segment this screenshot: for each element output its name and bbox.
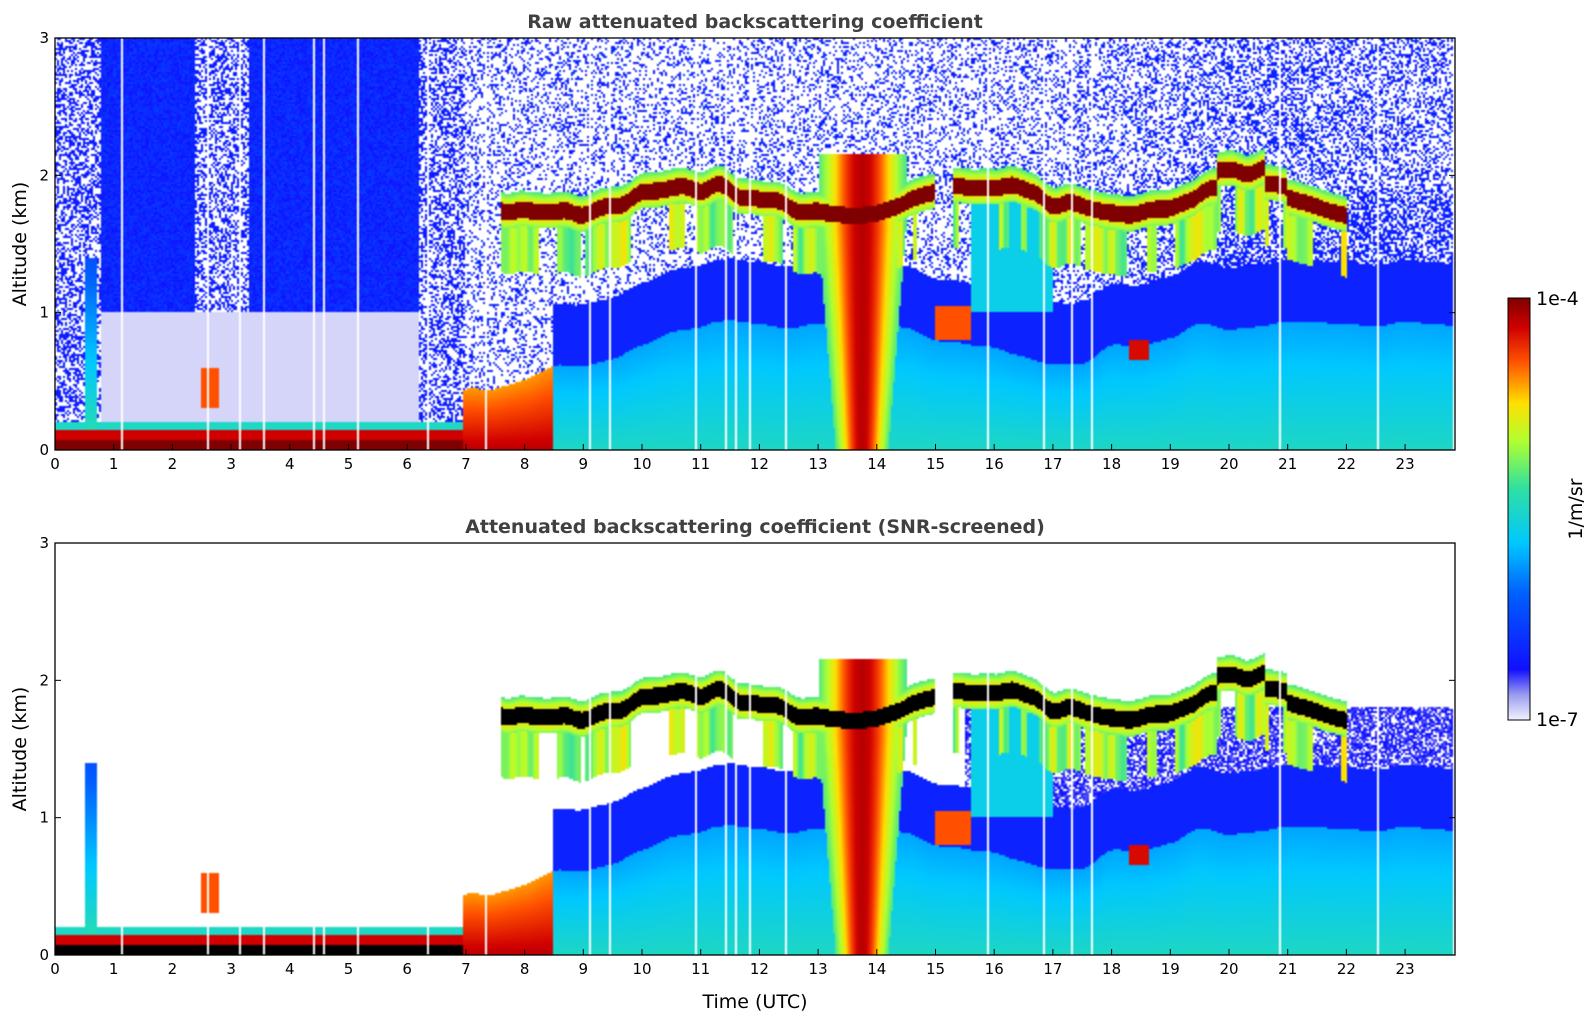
screened-axes: 0 1 2 3 4 5 6 7 8 9 10 11 12 13 14 15 16 17 18 19 20 21 22 2301… [39,534,1455,978]
raw-axes: 0 1 2 3 4 5 6 7 8 9 10 11 12 13 14 15 16 17 18 19 20 21 22 2301… [39,29,1455,473]
x-tick-label: 20 [1219,455,1238,473]
colorbar-unit-label: 1/m/sr [1565,478,1587,539]
x-tick-label: 2 [168,960,178,978]
raw-heatmap [55,38,1455,450]
screened-panel-title: Attenuated backscattering coefficient (S… [465,516,1045,538]
x-tick-label: 0 [50,960,60,978]
x-tick-label: 14 [867,960,886,978]
x-tick-label: 13 [809,455,828,473]
raw-panel-title: Raw attenuated backscattering coefficien… [527,11,983,33]
y-tick-label: 0 [39,946,49,964]
x-tick-label: 16 [985,960,1004,978]
colorbar: 1e-4 1e-7 1/m/sr [1507,288,1587,731]
x-tick-label: 3 [226,960,236,978]
colorbar-min-label: 1e-7 [1536,709,1579,731]
x-tick-label: 18 [1102,455,1121,473]
x-axis-label: Time (UTC) [701,991,807,1013]
heatmap-image [55,543,1455,955]
x-tick-label: 15 [926,455,945,473]
x-tick-label: 12 [750,960,769,978]
x-tick-label: 21 [1278,960,1297,978]
y-tick-label: 1 [39,809,49,827]
x-tick-label: 0 [50,455,60,473]
x-tick-label: 5 [344,455,354,473]
x-tick-label: 3 [226,455,236,473]
raw-panel: Raw attenuated backscattering coefficien… [9,11,1456,473]
y-tick-label: 0 [39,441,49,459]
x-tick-label: 1 [109,455,119,473]
x-tick-label: 13 [809,960,828,978]
x-tick-label: 10 [632,960,651,978]
x-tick-label: 2 [168,455,178,473]
screened-y-axis-label: Altitude (km) [9,687,31,812]
x-tick-label: 19 [1161,960,1180,978]
x-tick-label: 4 [285,960,295,978]
x-tick-label: 22 [1337,960,1356,978]
x-tick-label: 8 [520,960,530,978]
x-tick-label: 7 [461,455,471,473]
x-tick-label: 23 [1396,455,1415,473]
x-tick-label: 9 [579,455,589,473]
x-tick-label: 14 [867,455,886,473]
x-tick-label: 11 [691,960,710,978]
x-tick-label: 12 [750,455,769,473]
x-tick-label: 23 [1396,960,1415,978]
x-tick-label: 5 [344,960,354,978]
x-tick-label: 20 [1219,960,1238,978]
screened-plot-frame [54,542,1456,956]
heatmap-image [55,38,1455,450]
x-tick-label: 4 [285,455,295,473]
colorbar-gradient [1507,297,1531,721]
x-tick-label: 10 [632,455,651,473]
x-tick-label: 7 [461,960,471,978]
screened-heatmap [55,543,1455,955]
x-tick-label: 18 [1102,960,1121,978]
raw-y-axis-label: Altitude (km) [9,182,31,307]
x-tick-label: 21 [1278,455,1297,473]
x-tick-label: 17 [1043,960,1062,978]
x-tick-label: 16 [985,455,1004,473]
x-tick-label: 6 [402,455,412,473]
x-tick-label: 19 [1161,455,1180,473]
x-tick-label: 17 [1043,455,1062,473]
x-tick-label: 15 [926,960,945,978]
x-tick-label: 9 [579,960,589,978]
y-tick-label: 2 [39,671,49,689]
x-tick-label: 8 [520,455,530,473]
x-tick-label: 22 [1337,455,1356,473]
y-tick-label: 3 [39,534,49,552]
colorbar-max-label: 1e-4 [1536,288,1579,310]
y-tick-label: 3 [39,29,49,47]
x-tick-label: 11 [691,455,710,473]
screened-panel: Attenuated backscattering coefficient (S… [9,516,1456,1013]
raw-plot-frame [54,37,1456,451]
y-tick-label: 2 [39,166,49,184]
x-tick-label: 1 [109,960,119,978]
x-tick-label: 6 [402,960,412,978]
y-tick-label: 1 [39,304,49,322]
